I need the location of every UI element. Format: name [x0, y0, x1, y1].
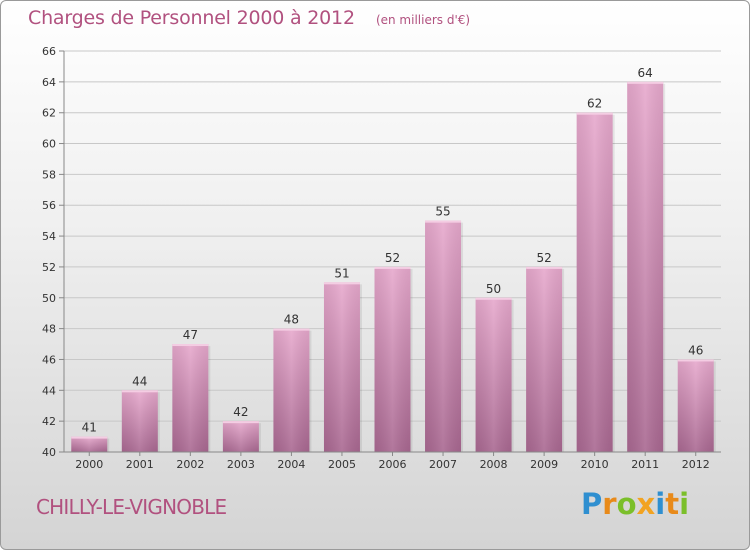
bar-shade: [475, 297, 512, 452]
y-tick-label: 66: [42, 45, 56, 58]
bar-shade: [121, 390, 158, 452]
bar-shade: [323, 282, 360, 452]
data-label: 52: [385, 251, 400, 265]
data-label: 44: [132, 374, 147, 388]
proxiti-logo: Proxiti: [581, 487, 689, 521]
y-tick-label: 62: [42, 107, 56, 120]
commune-name: CHILLY-LE-VIGNOBLE: [36, 495, 227, 519]
bar-top-edge: [71, 436, 108, 439]
bar-shade: [576, 112, 613, 452]
data-label: 48: [284, 313, 299, 327]
x-tick-label: 2000: [75, 458, 103, 471]
bar-top-edge: [273, 328, 310, 331]
x-tick-label: 2001: [126, 458, 154, 471]
data-label: 52: [536, 251, 551, 265]
y-tick-label: 44: [42, 384, 56, 397]
data-label: 64: [638, 66, 653, 80]
bar-shade: [71, 436, 108, 452]
bar-top-edge: [323, 282, 360, 285]
logo-letter: x: [636, 487, 656, 521]
data-label: 47: [183, 328, 198, 342]
bar-shade: [526, 266, 563, 452]
bar-top-edge: [627, 81, 664, 84]
x-tick-label: 2008: [480, 458, 508, 471]
y-tick-label: 60: [42, 138, 56, 151]
y-tick-label: 52: [42, 261, 56, 274]
x-tick-label: 2007: [429, 458, 457, 471]
y-tick-label: 50: [42, 292, 56, 305]
x-tick-label: 2002: [176, 458, 204, 471]
data-label: 62: [587, 97, 602, 111]
x-tick-label: 2004: [277, 458, 305, 471]
bar-top-edge: [475, 297, 512, 300]
y-tick-label: 56: [42, 199, 56, 212]
bar-shade: [425, 220, 462, 452]
bar-top-edge: [172, 344, 209, 347]
x-tick-label: 2005: [328, 458, 356, 471]
logo-letter: t: [665, 487, 680, 521]
x-tick-label: 2003: [227, 458, 255, 471]
x-tick-label: 2009: [530, 458, 558, 471]
title-row: Charges de Personnel 2000 à 2012 (en mil…: [28, 7, 470, 29]
y-tick-label: 46: [42, 353, 56, 366]
data-label: 46: [688, 343, 703, 357]
chart-subtitle: (en milliers d'€): [375, 13, 471, 27]
bar-top-edge: [374, 266, 411, 269]
y-tick-label: 40: [42, 446, 56, 459]
bar-shade: [627, 81, 664, 452]
y-tick-label: 58: [42, 168, 56, 181]
bar-top-edge: [425, 220, 462, 223]
bar-top-edge: [677, 359, 714, 362]
y-tick-label: 48: [42, 323, 56, 336]
x-tick-label: 2010: [581, 458, 609, 471]
bar-shade: [273, 328, 310, 452]
y-tick-label: 54: [42, 230, 56, 243]
bar-top-edge: [222, 421, 259, 424]
data-label: 41: [82, 421, 97, 435]
x-tick-label: 2012: [682, 458, 710, 471]
logo-letter: o: [616, 487, 637, 521]
y-tick-label: 64: [42, 76, 56, 89]
bar-top-edge: [526, 266, 563, 269]
labels-layer: 41 44 47 42 48 51 52 55 50 52 62 64 46: [82, 66, 704, 435]
x-tick-label: 2011: [631, 458, 659, 471]
bar-top-edge: [576, 112, 613, 115]
data-label: 50: [486, 282, 501, 296]
bar-shade: [222, 421, 259, 452]
bar-shade: [374, 266, 411, 452]
bar-shade: [172, 344, 209, 452]
logo-letter: i: [679, 487, 690, 521]
bar-top-edge: [121, 390, 158, 393]
data-label: 55: [435, 205, 450, 219]
data-label: 51: [334, 266, 349, 280]
axis-layer: 40 42 44 46 48 50 52 54 56 58 60 62 64 66 2000 2001 2002…: [42, 45, 721, 471]
bar-shade: [677, 359, 714, 452]
chart-title: Charges de Personnel 2000 à 2012: [28, 7, 355, 29]
x-tick-label: 2006: [379, 458, 407, 471]
bars-layer: [71, 81, 716, 452]
logo-letter: P: [581, 487, 603, 521]
logo-letter: r: [602, 487, 617, 521]
logo-letter: i: [655, 487, 666, 521]
data-label: 42: [233, 405, 248, 419]
y-tick-label: 42: [42, 415, 56, 428]
